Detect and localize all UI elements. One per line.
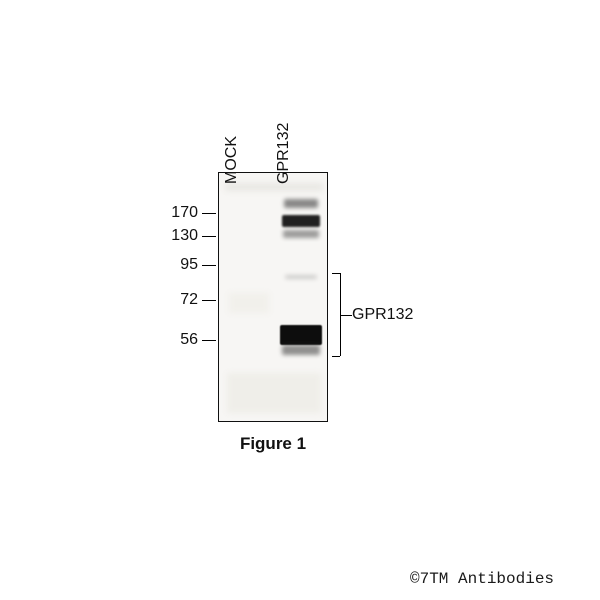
blot-band [283, 230, 319, 238]
blot-band [282, 345, 320, 355]
blot-band [285, 275, 317, 279]
copyright-notice: ©7TM Antibodies [410, 570, 554, 588]
mw-tick [202, 265, 216, 266]
blot-band [284, 199, 318, 208]
lane-label: MOCK [223, 136, 241, 184]
blot-noise [227, 373, 321, 413]
mw-tick [202, 300, 216, 301]
bracket-stem [340, 315, 352, 316]
mw-label: 95 [180, 256, 198, 274]
western-blot [218, 172, 328, 422]
mw-label: 56 [180, 331, 198, 349]
mw-tick [202, 340, 216, 341]
mw-label: 130 [171, 227, 198, 245]
mw-tick [202, 213, 216, 214]
blot-noise [225, 183, 323, 191]
blot-band [280, 325, 322, 345]
bracket-arm [332, 273, 340, 274]
bracket-arm [332, 356, 340, 357]
blot-band [282, 215, 320, 227]
blot-noise [229, 293, 269, 313]
mw-label: 170 [171, 204, 198, 222]
target-label: GPR132 [352, 306, 413, 324]
mw-tick [202, 236, 216, 237]
mw-label: 72 [180, 291, 198, 309]
lane-label: GPR132 [275, 123, 293, 184]
figure-container: 170130957256 MOCKGPR132 GPR132 Figure 1 … [0, 0, 600, 600]
figure-caption: Figure 1 [218, 434, 328, 454]
